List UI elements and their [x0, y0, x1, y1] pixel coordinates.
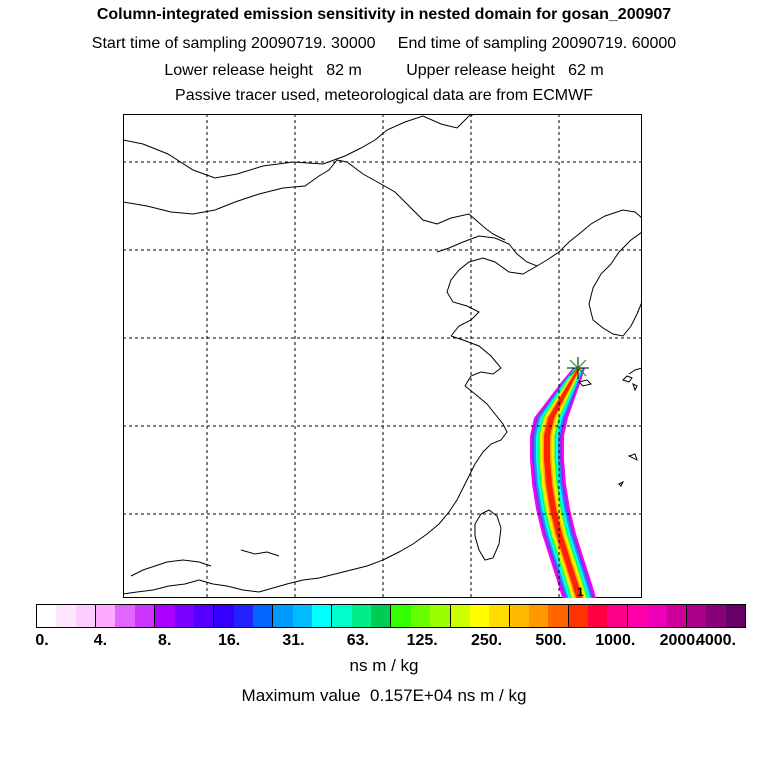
- colorbar-tick-label: 125.: [406, 632, 438, 649]
- colorbar-segment: [469, 605, 490, 627]
- colorbar-segment: [410, 605, 431, 627]
- colorbar-segment: [155, 605, 175, 627]
- colorbar-tick-label: 0.: [35, 632, 49, 649]
- colorbar-segment: [371, 605, 392, 627]
- sampling-time-line: Start time of sampling 20090719. 30000 E…: [91, 35, 677, 52]
- tracer-model-line: Passive tracer used, meteorological data…: [175, 87, 593, 104]
- colorbar-tick-label: 2000.: [659, 632, 700, 649]
- release-height-line: Lower release height 82 m Upper release …: [164, 62, 604, 79]
- colorbar-segment: [489, 605, 510, 627]
- colorbar-segment: [134, 605, 156, 627]
- colorbar-segment: [450, 605, 470, 627]
- lat-lon-grid: [123, 114, 642, 598]
- colorbar-segment: [568, 605, 589, 627]
- colorbar-segment: [430, 605, 451, 627]
- colorbar-segment: [252, 605, 274, 627]
- colorbar-segment: [37, 605, 57, 627]
- map-panel: 1: [123, 114, 642, 599]
- colorbar-segment: [312, 605, 333, 627]
- colorbar-segment: [391, 605, 411, 627]
- colorbar-segment: [647, 605, 667, 627]
- colorbar-segment: [588, 605, 608, 627]
- colorbar-segment: [351, 605, 372, 627]
- receptor-marker: [567, 357, 589, 379]
- colorbar-tick-label: 250.: [470, 632, 503, 649]
- colorbar-segment: [627, 605, 648, 627]
- colorbar-units: ns m / kg: [349, 656, 419, 675]
- coastlines: [123, 114, 642, 595]
- colorbar-segment: [292, 605, 313, 627]
- colorbar-segment: [115, 605, 135, 627]
- colorbar-segment: [214, 605, 234, 627]
- colorbar-segment: [607, 605, 628, 627]
- colorbar: [36, 604, 746, 628]
- maximum-value: Maximum value 0.157E+04 ns m / kg: [241, 686, 527, 705]
- colorbar-tick-label: 4.: [93, 632, 108, 649]
- plot-title: Column-integrated emission sensitivity i…: [96, 6, 672, 23]
- plume-contour-band: [542, 368, 584, 598]
- plume-contour-band: [544, 368, 583, 598]
- colorbar-segment: [96, 605, 116, 627]
- colorbar-segment: [725, 605, 745, 627]
- colorbar-segment: [174, 605, 194, 627]
- colorbar-segment: [56, 605, 76, 627]
- colorbar-tick-label: 1000.: [595, 632, 636, 649]
- colorbar-segment: [332, 605, 352, 627]
- colorbar-segment: [233, 605, 253, 627]
- colorbar-segment: [686, 605, 707, 627]
- colorbar-segment: [548, 605, 569, 627]
- colorbar-tick-label: 16.: [217, 632, 241, 649]
- release-point-label: 1: [577, 585, 584, 599]
- colorbar-tick-label: 63.: [346, 632, 369, 649]
- colorbar-tick-label: 4000.: [695, 632, 737, 649]
- colorbar-segment: [75, 605, 97, 627]
- colorbar-segment: [666, 605, 687, 627]
- colorbar-tick-label: 500.: [535, 632, 567, 649]
- colorbar-segment: [528, 605, 549, 627]
- colorbar-segment: [706, 605, 726, 627]
- colorbar-segment: [273, 605, 293, 627]
- colorbar-tick-label: 31.: [282, 632, 305, 649]
- colorbar-segment: [193, 605, 215, 627]
- colorbar-tick-label: 8.: [158, 632, 172, 649]
- colorbar-segment: [509, 605, 529, 627]
